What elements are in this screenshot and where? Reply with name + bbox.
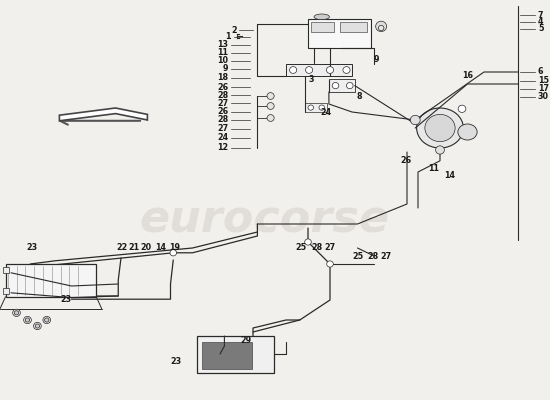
Bar xyxy=(308,19,371,48)
Text: 7: 7 xyxy=(538,11,543,20)
Text: 5: 5 xyxy=(538,24,543,33)
Text: 28: 28 xyxy=(311,243,322,252)
Text: 29: 29 xyxy=(241,336,252,345)
Text: 8: 8 xyxy=(356,92,362,101)
Text: 26: 26 xyxy=(217,108,228,116)
Text: 23: 23 xyxy=(170,358,182,366)
Bar xyxy=(329,79,355,92)
Ellipse shape xyxy=(43,316,51,324)
Polygon shape xyxy=(59,108,147,121)
Text: 10: 10 xyxy=(217,56,228,65)
Ellipse shape xyxy=(305,239,311,245)
Bar xyxy=(286,64,352,76)
Text: 12: 12 xyxy=(217,144,228,152)
Ellipse shape xyxy=(24,316,31,324)
Bar xyxy=(340,22,367,32)
Text: 24: 24 xyxy=(320,108,331,117)
Text: 4: 4 xyxy=(538,18,543,26)
Text: 6: 6 xyxy=(538,68,543,76)
Bar xyxy=(3,267,9,273)
Ellipse shape xyxy=(290,67,297,73)
Text: 9: 9 xyxy=(223,64,228,73)
Text: 25: 25 xyxy=(352,252,363,261)
Ellipse shape xyxy=(14,311,19,315)
Text: 3: 3 xyxy=(308,76,314,84)
Bar xyxy=(311,22,334,32)
Ellipse shape xyxy=(308,105,314,110)
Text: 30: 30 xyxy=(538,92,549,101)
Ellipse shape xyxy=(410,115,420,125)
Ellipse shape xyxy=(425,114,455,142)
Bar xyxy=(197,336,274,373)
Text: 27: 27 xyxy=(381,252,392,261)
Bar xyxy=(3,288,9,294)
Ellipse shape xyxy=(458,124,477,140)
Text: 25: 25 xyxy=(296,243,307,252)
Text: 23: 23 xyxy=(60,295,72,304)
Ellipse shape xyxy=(267,115,274,121)
Ellipse shape xyxy=(417,108,463,148)
Text: 9: 9 xyxy=(374,55,379,64)
Text: 22: 22 xyxy=(117,243,128,252)
Ellipse shape xyxy=(45,318,49,322)
Ellipse shape xyxy=(34,322,41,330)
Ellipse shape xyxy=(306,67,312,73)
Ellipse shape xyxy=(170,250,177,256)
Ellipse shape xyxy=(327,261,333,267)
Ellipse shape xyxy=(378,25,384,31)
Ellipse shape xyxy=(326,67,333,73)
Text: 11: 11 xyxy=(217,48,228,57)
Text: eurocorse: eurocorse xyxy=(139,198,389,242)
Ellipse shape xyxy=(267,93,274,99)
Ellipse shape xyxy=(376,21,387,32)
Ellipse shape xyxy=(314,14,329,20)
Ellipse shape xyxy=(267,103,274,109)
Ellipse shape xyxy=(436,146,444,154)
Text: 17: 17 xyxy=(538,84,549,93)
Ellipse shape xyxy=(343,67,350,73)
Ellipse shape xyxy=(13,309,20,316)
Ellipse shape xyxy=(458,105,466,112)
Bar xyxy=(202,342,252,369)
Text: 19: 19 xyxy=(169,243,180,252)
Bar xyxy=(6,264,96,297)
Text: 14: 14 xyxy=(444,171,455,180)
Text: 28: 28 xyxy=(367,252,378,261)
Text: 14: 14 xyxy=(155,243,166,252)
Text: 16: 16 xyxy=(462,72,473,80)
Text: 15: 15 xyxy=(538,76,549,85)
Ellipse shape xyxy=(35,324,40,328)
Text: 26: 26 xyxy=(400,156,411,165)
Text: 18: 18 xyxy=(217,74,228,82)
Text: 21: 21 xyxy=(129,243,140,252)
Text: 23: 23 xyxy=(26,243,37,252)
Text: 26: 26 xyxy=(217,83,228,92)
Text: 27: 27 xyxy=(217,124,228,133)
Text: 20: 20 xyxy=(140,243,151,252)
Bar xyxy=(305,103,327,112)
Text: 11: 11 xyxy=(428,164,439,172)
Ellipse shape xyxy=(25,318,30,322)
Ellipse shape xyxy=(346,82,353,89)
Text: 1: 1 xyxy=(226,32,231,41)
Ellipse shape xyxy=(319,105,324,110)
Text: 2: 2 xyxy=(231,26,236,35)
Text: 27: 27 xyxy=(324,243,336,252)
Text: 24: 24 xyxy=(217,134,228,142)
Ellipse shape xyxy=(332,82,339,89)
Text: 27: 27 xyxy=(217,99,228,108)
Text: 13: 13 xyxy=(217,40,228,49)
Text: 28: 28 xyxy=(217,91,228,100)
Text: 28: 28 xyxy=(217,116,228,124)
